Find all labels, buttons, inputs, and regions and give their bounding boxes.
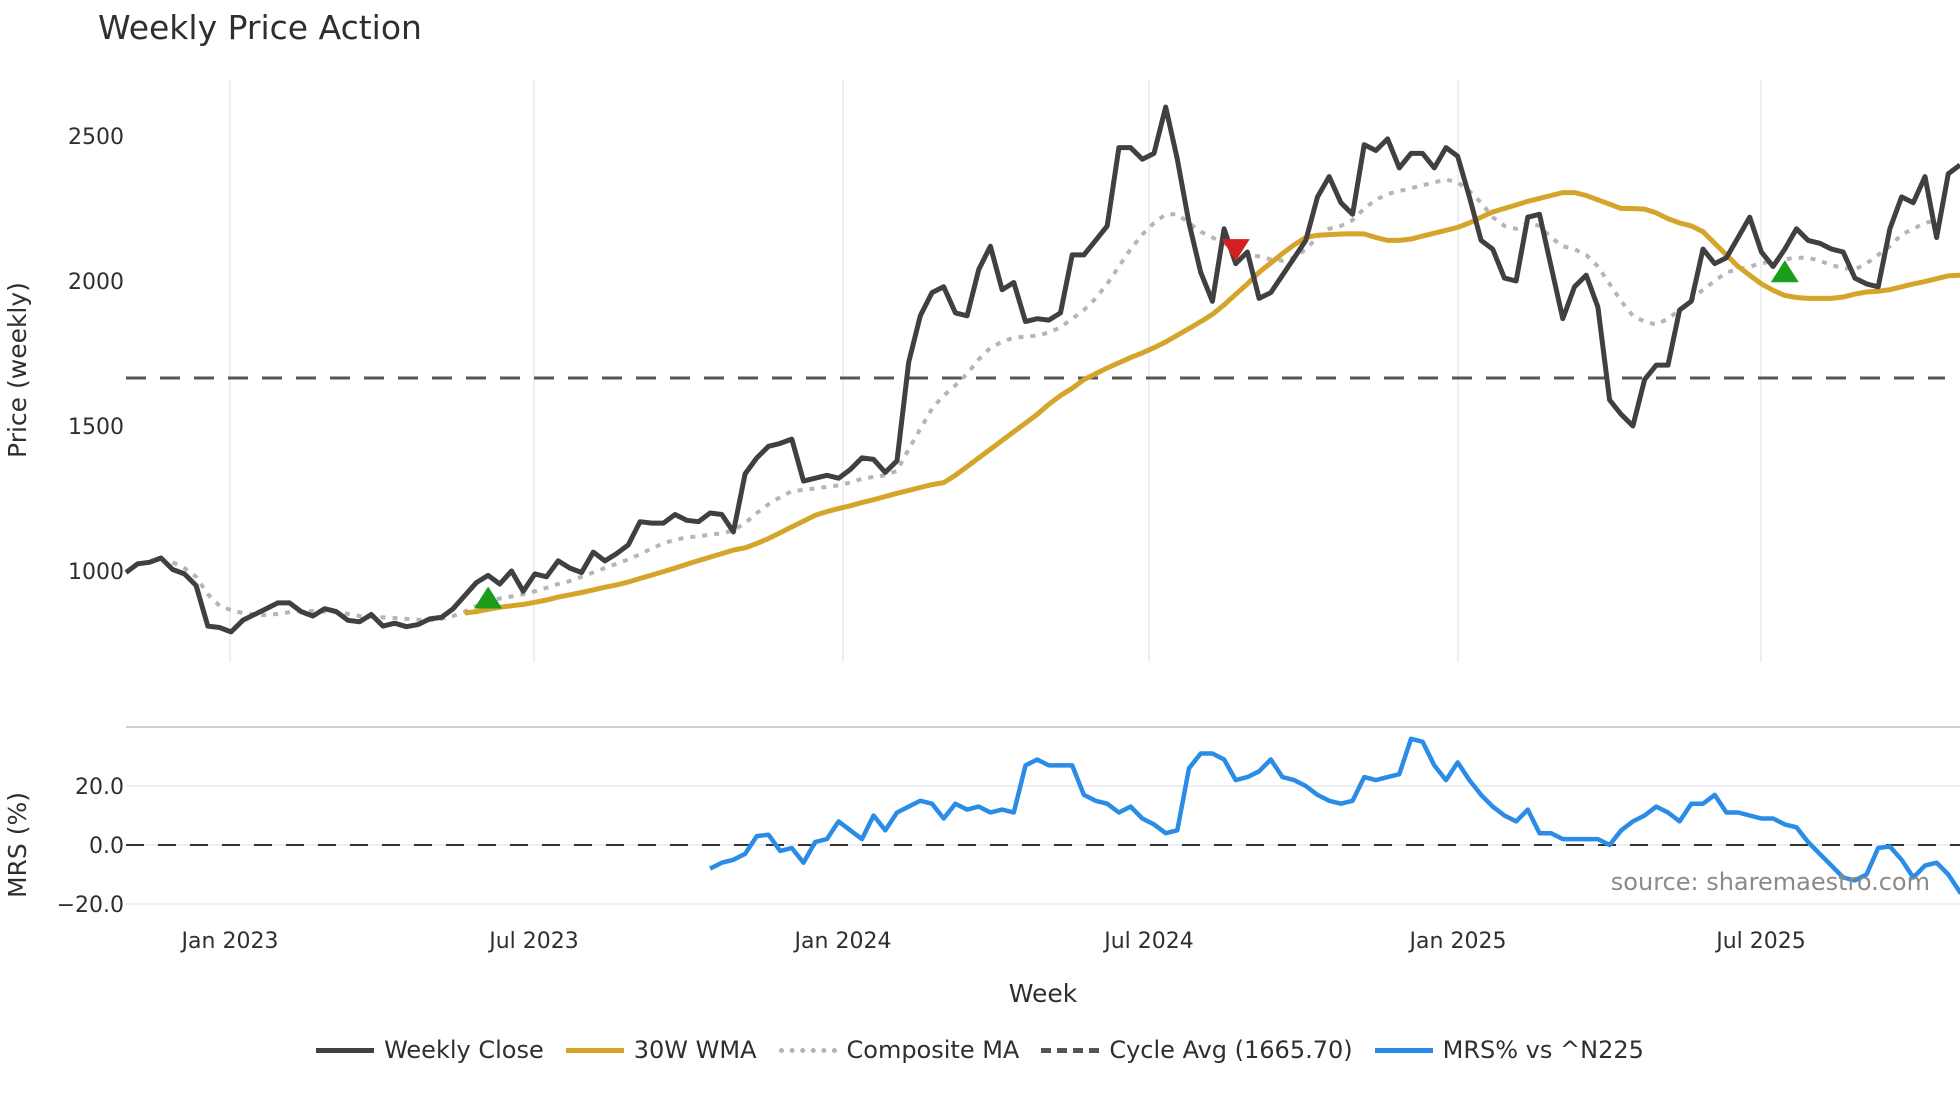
legend-swatch-icon	[1041, 1047, 1100, 1053]
mrs-axis-ticks: 20.0 0.0 −20.0	[57, 775, 124, 918]
chart-legend: Weekly Close 30W WMA Composite MA Cycle Avg…	[0, 1036, 1960, 1064]
x-tick-label: Jan 2025	[1408, 929, 1507, 954]
mrs-tick-label: −20.0	[57, 893, 124, 918]
legend-label: MRS% vs ^N225	[1442, 1036, 1644, 1064]
signal-markers	[474, 239, 1799, 609]
price-axis-ticks: 2500 2000 1500 1000	[68, 125, 124, 585]
weekly-close-line	[124, 104, 1960, 635]
price-axis-label: Price (weekly)	[3, 282, 32, 458]
legend-item[interactable]: MRS% vs ^N225	[1374, 1036, 1644, 1064]
x-tick-label: Jul 2024	[1102, 929, 1194, 954]
x-tick-label: Jul 2023	[487, 929, 579, 954]
mrs-line	[709, 736, 1960, 895]
buy-signal-marker-icon	[474, 586, 503, 609]
x-tick-label: Jul 2025	[1714, 929, 1806, 954]
legend-label: Composite MA	[846, 1036, 1020, 1064]
wma-30w-line	[464, 190, 1960, 616]
legend-swatch-icon	[778, 1047, 837, 1053]
legend-label: Weekly Close	[384, 1036, 544, 1064]
price-tick-label: 2000	[68, 270, 124, 295]
legend-swatch-icon	[1374, 1047, 1433, 1053]
chart-title: Weekly Price Action	[98, 8, 422, 47]
legend-swatch-icon	[316, 1047, 375, 1053]
legend-item[interactable]: Cycle Avg (1665.70)	[1041, 1036, 1353, 1064]
price-tick-label: 1000	[68, 560, 124, 585]
price-tick-label: 2500	[68, 125, 124, 150]
legend-item[interactable]: Composite MA	[778, 1036, 1020, 1064]
x-tick-label: Jan 2024	[793, 929, 892, 954]
mrs-axis-label: MRS (%)	[3, 792, 32, 898]
legend-item[interactable]: 30W WMA	[565, 1036, 757, 1064]
x-axis-ticks: Jan 2023 Jul 2023 Jan 2024 Jul 2024 Jan 2025…	[180, 929, 1806, 954]
source-note: source: sharemaestro.com	[1611, 868, 1930, 896]
x-axis-label: Week	[1009, 979, 1078, 1008]
legend-swatch-icon	[565, 1047, 624, 1053]
legend-label: Cycle Avg (1665.70)	[1109, 1036, 1353, 1064]
legend-label: 30W WMA	[633, 1036, 757, 1064]
x-tick-label: Jan 2023	[180, 929, 279, 954]
buy-signal-marker-icon	[1770, 260, 1799, 283]
price-tick-label: 1500	[68, 415, 124, 440]
mrs-tick-label: 0.0	[89, 834, 124, 859]
sell-signal-marker-icon	[1221, 239, 1250, 262]
mrs-tick-label: 20.0	[75, 775, 124, 800]
legend-item[interactable]: Weekly Close	[316, 1036, 544, 1064]
vertical-gridlines	[229, 80, 1762, 662]
